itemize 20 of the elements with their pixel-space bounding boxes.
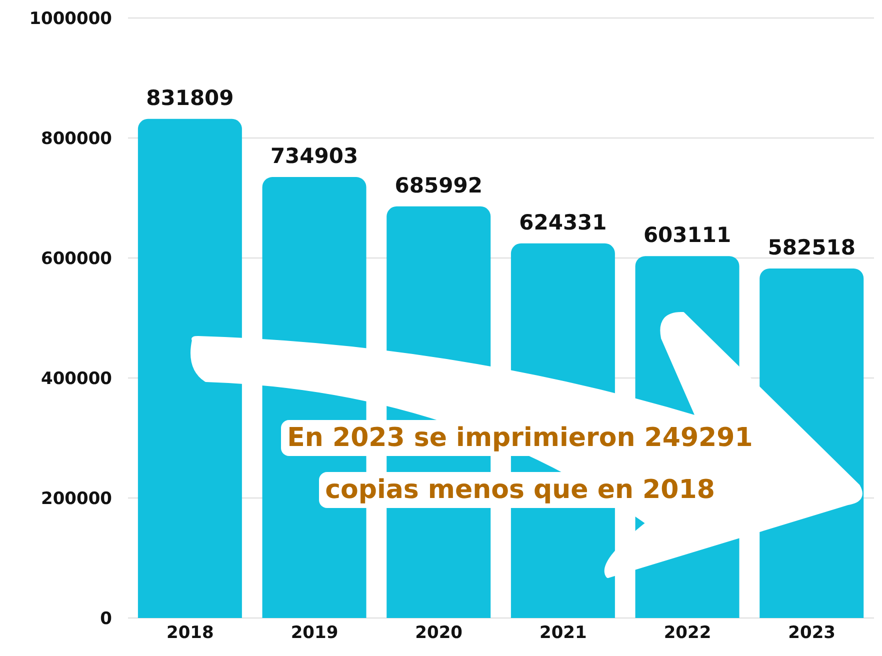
x-tick-label: 2019 — [290, 623, 338, 644]
x-tick-label: 2021 — [540, 623, 587, 644]
y-tick-label: 600000 — [41, 249, 112, 270]
y-tick-label: 0 — [100, 609, 112, 630]
y-tick-label: 400000 — [41, 369, 112, 390]
x-tick-label: 2018 — [166, 623, 214, 644]
y-tick-label: 800000 — [41, 129, 112, 150]
data-label: 831809 — [146, 86, 234, 110]
y-tick-label: 1000000 — [29, 9, 112, 30]
x-tick-label: 2023 — [788, 623, 836, 644]
bar — [138, 118, 242, 618]
data-label: 685992 — [394, 173, 482, 198]
data-label: 582518 — [768, 235, 856, 260]
annotation: En 2023 se imprimieron 249291 copias menos que en 2018 — [281, 420, 759, 508]
data-label: 734903 — [270, 144, 358, 168]
x-tick-label: 2022 — [664, 623, 712, 644]
data-label: 624331 — [519, 210, 607, 234]
data-label: 603111 — [643, 223, 732, 248]
x-tick-label: 2020 — [415, 623, 463, 644]
y-tick-label: 200000 — [41, 489, 112, 510]
